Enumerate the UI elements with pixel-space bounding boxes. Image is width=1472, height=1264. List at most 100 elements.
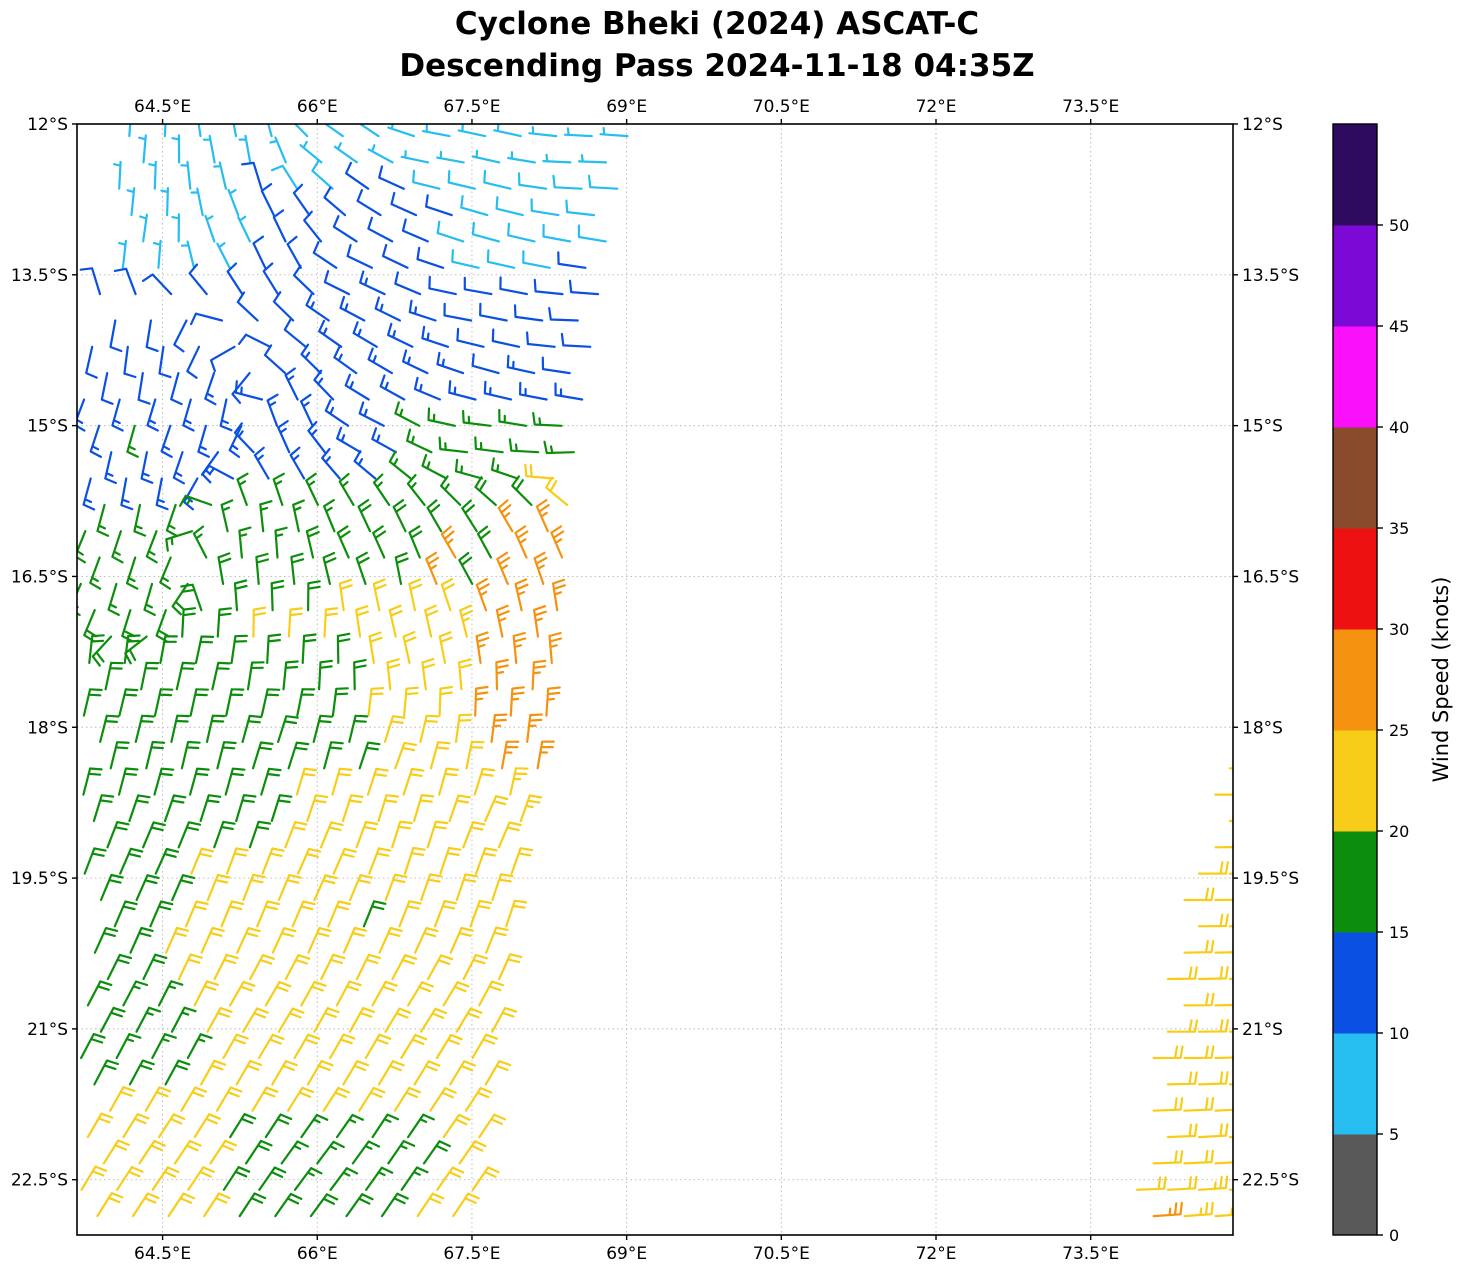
wind-barb [246, 661, 265, 691]
wind-barb [200, 1059, 227, 1086]
wind-barb [138, 134, 147, 164]
wind-barb [1152, 1097, 1184, 1112]
wind-barb [253, 446, 270, 480]
wind-barb [77, 530, 87, 564]
wind-barb [338, 473, 355, 506]
colorbar-segment [1333, 124, 1377, 226]
wind-barb [113, 900, 138, 928]
wind-barb [165, 503, 179, 538]
wind-barb [312, 714, 333, 743]
wind-barb [351, 1140, 381, 1165]
wind-barb [148, 160, 157, 190]
wind-barb [331, 687, 349, 717]
wind-barb [300, 393, 314, 427]
colorbar-tick-label: 20 [1389, 822, 1409, 841]
wind-barb [99, 873, 124, 902]
x-tick-label-bottom: 72°E [916, 1244, 957, 1264]
wind-barb [449, 926, 474, 954]
wind-barb [83, 847, 107, 875]
y-tick-label-right: 22.5°S [1242, 1171, 1299, 1191]
wind-barb [137, 372, 151, 405]
wind-barb [1166, 1123, 1198, 1139]
wind-barb [165, 926, 190, 954]
wind-barb [312, 241, 338, 269]
x-tick-label-bottom: 66°E [297, 1244, 338, 1264]
wind-barb [119, 847, 144, 875]
wind-barb [271, 1060, 298, 1086]
wind-barb [355, 953, 381, 981]
wind-barb [506, 354, 536, 375]
colorbar-segment [1333, 730, 1377, 832]
wind-barb [96, 503, 110, 537]
wind-barb [170, 372, 183, 406]
wind-barb [510, 847, 534, 875]
wind-barb [323, 741, 344, 770]
wind-barb [151, 1033, 177, 1060]
wind-barb [533, 278, 564, 296]
wind-barb [491, 328, 521, 348]
wind-barb [368, 631, 383, 664]
wind-barb [1166, 966, 1198, 981]
wind-barb [1197, 1123, 1229, 1139]
wind-barb [483, 380, 513, 401]
wind-barb [407, 981, 434, 1007]
wind-barb [255, 552, 270, 585]
wind-barb [403, 686, 419, 717]
wind-barb [259, 500, 273, 533]
wind-barb [172, 451, 185, 485]
wind-barb [448, 794, 471, 823]
wind-barb [548, 307, 579, 322]
wind-barb [234, 380, 264, 401]
wind-barb [542, 223, 572, 243]
wind-barb [498, 408, 528, 427]
wind-barb [424, 604, 439, 638]
wind-barb [199, 794, 222, 823]
wind-barb [233, 579, 248, 612]
wind-barb [220, 900, 245, 928]
wind-barb [408, 299, 437, 322]
wind-barb [111, 398, 124, 432]
wind-barb [135, 1006, 162, 1033]
wind-barb [552, 578, 566, 612]
wind-barb [251, 741, 274, 770]
wind-barb [236, 291, 259, 322]
wind-barb [536, 740, 555, 770]
wind-barb [458, 658, 472, 691]
wind-barb [367, 144, 394, 164]
wind-barb [483, 169, 512, 190]
wind-barb [367, 216, 394, 243]
wind-barb [356, 189, 382, 217]
wind-barb [80, 1033, 106, 1060]
wind-barb [190, 312, 224, 326]
wind-barb [171, 874, 196, 902]
wind-barb [451, 249, 480, 269]
wind-barb [545, 686, 561, 717]
wind-barb [535, 499, 550, 533]
wind-barb [543, 440, 575, 455]
wind-barb [107, 582, 120, 616]
colorbar-tick-label: 5 [1389, 1125, 1399, 1144]
wind-barb [293, 124, 309, 138]
wind-barb [210, 345, 236, 373]
wind-barb [270, 579, 285, 612]
wind-barb [241, 161, 263, 190]
wind-barb [216, 741, 237, 770]
wind-barb [323, 607, 339, 638]
wind-barb [238, 333, 272, 348]
wind-barb [145, 319, 159, 352]
wind-barb [277, 420, 291, 454]
wind-barb [388, 604, 403, 638]
wind-barb [277, 1007, 305, 1033]
wind-barb [533, 605, 547, 638]
wind-barb [1214, 846, 1233, 849]
wind-barb [140, 661, 160, 691]
wind-barb [377, 1060, 405, 1086]
wind-barb [138, 1139, 166, 1165]
y-tick-label-left: 13.5°S [11, 266, 68, 286]
wind-barb [126, 424, 139, 458]
wind-barb [545, 476, 569, 506]
wind-barb [131, 1192, 160, 1218]
wind-barb [82, 477, 96, 511]
colorbar-tick-label: 15 [1389, 923, 1409, 942]
wind-barb [1228, 1135, 1233, 1139]
